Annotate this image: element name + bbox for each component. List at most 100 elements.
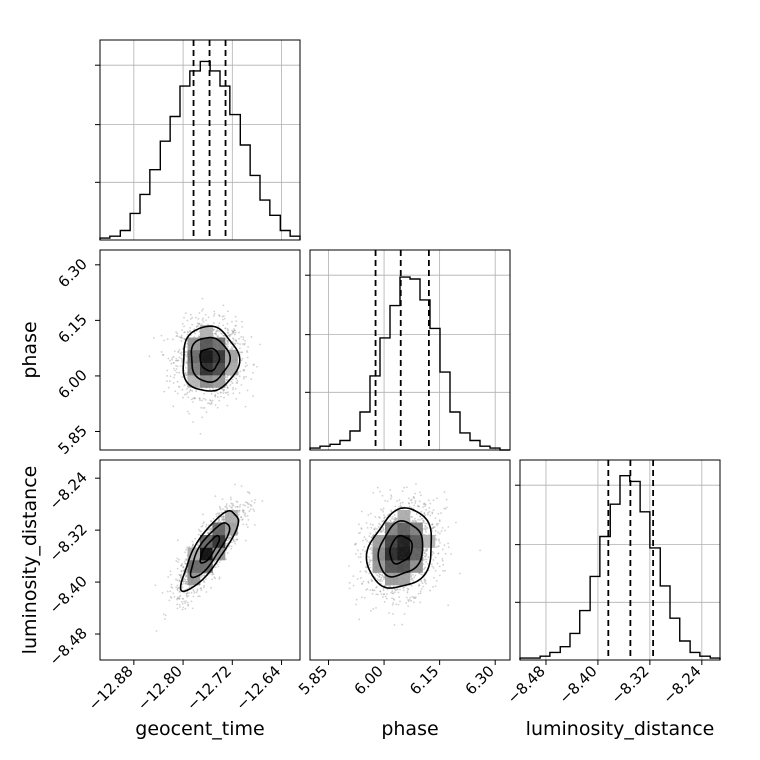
sample-point [238,337,241,340]
sample-point [378,573,381,576]
sample-point [184,366,187,369]
sample-point [376,486,379,489]
sample-point [185,373,188,376]
sample-point [166,375,169,377]
sample-point [182,566,185,569]
contour-level [389,534,413,565]
sample-point [383,601,386,603]
sample-point [385,597,388,600]
sample-point [189,318,192,320]
sample-point [414,517,416,520]
sample-point [246,526,249,528]
sample-point [173,376,175,379]
panel-background [310,250,510,450]
density-cell [212,337,226,351]
sample-point [226,341,229,344]
sample-point [169,573,172,576]
sample-point [209,388,211,391]
sample-point [431,565,434,568]
sample-point [197,595,199,598]
sample-point [166,369,169,372]
sample-point [436,524,438,527]
sample-point [235,340,238,343]
sample-point [181,376,184,378]
sample-point [232,340,234,343]
sample-point [432,552,435,555]
sample-point [420,517,423,520]
sample-point [181,359,184,362]
sample-point [186,387,188,390]
sample-point [223,317,226,320]
sample-point [194,316,197,319]
sample-point [383,514,385,517]
sample-point [390,495,393,498]
sample-point [241,518,244,521]
sample-point [195,591,198,594]
sample-point [407,599,410,601]
sample-point [235,324,237,327]
sample-point [218,315,221,317]
sample-point [421,517,424,520]
sample-point [242,377,245,380]
sample-point [222,389,225,392]
sample-point [225,384,228,387]
density-cell [212,375,226,388]
sample-point [203,392,205,395]
sample-point [381,520,384,523]
sample-point [201,416,204,419]
sample-point [216,392,219,395]
sample-point [435,522,438,525]
sample-point [236,381,239,384]
sample-point [394,519,397,522]
sample-point [218,322,221,325]
density-cell [410,547,423,561]
sample-point [371,588,374,591]
sample-point [214,332,217,335]
sample-point [253,501,256,504]
sample-point [198,530,201,532]
sample-point [368,556,371,559]
sample-point [390,509,392,512]
sample-point [371,580,373,583]
sample-point [193,592,196,594]
sample-point [432,499,435,502]
sample-point [222,515,225,518]
sample-point [197,317,200,320]
sample-point [179,352,182,355]
sample-point [182,580,185,582]
sample-point [429,514,432,517]
sample-point [170,583,173,586]
sample-point [396,588,399,591]
sample-point [178,386,181,388]
sample-point [234,342,237,345]
sample-point [360,528,363,530]
sample-point [179,336,182,339]
sample-point [248,492,251,495]
sample-point [196,544,199,547]
sample-point [412,580,415,582]
sample-point [210,586,212,589]
sample-point [434,556,437,559]
sample-point [434,569,437,572]
sample-point [391,516,394,518]
sample-point [380,576,383,579]
contour-level [190,336,231,383]
sample-point [210,520,213,523]
sample-point [208,531,211,534]
sample-point [192,421,194,423]
sample-point [218,505,221,508]
x-tick-label: 6.30 [462,662,498,698]
histogram-step [309,276,510,451]
sample-point [407,497,410,500]
sample-point [233,333,236,336]
panel-content [154,483,264,632]
sample-point [205,578,207,581]
sample-point [191,323,194,326]
y-tick-label: −8.40 [46,572,91,617]
sample-point [363,536,366,538]
sample-point [225,392,228,394]
sample-point [241,320,243,323]
sample-point [244,361,247,364]
sample-point [425,549,427,552]
sample-point [455,521,457,524]
